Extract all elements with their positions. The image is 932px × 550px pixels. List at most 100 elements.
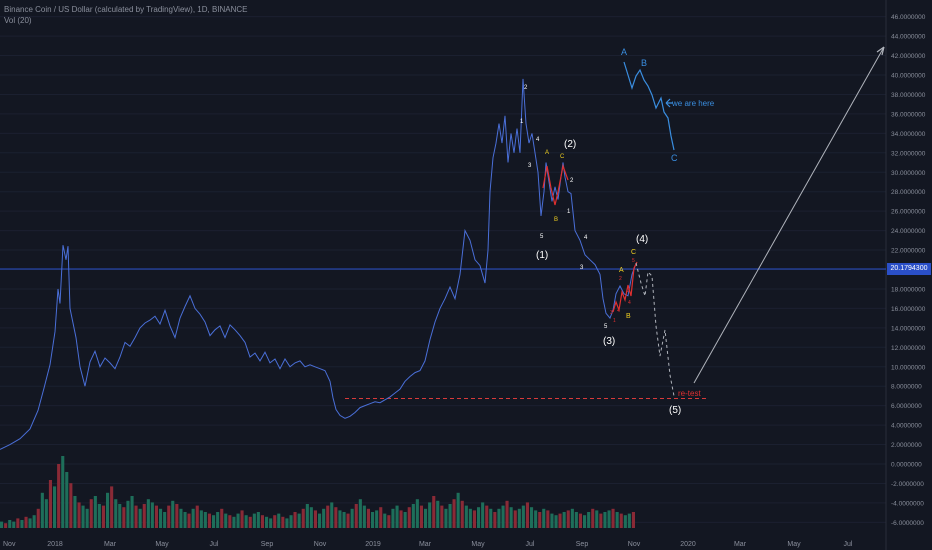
volume-bar bbox=[558, 513, 562, 528]
volume-bar bbox=[134, 505, 138, 528]
volume-bar bbox=[273, 515, 277, 528]
volume-bar bbox=[73, 496, 77, 528]
volume-bar bbox=[472, 510, 476, 528]
y-tick-label: 26.0000000 bbox=[891, 209, 926, 216]
volume-bar bbox=[16, 518, 20, 528]
volume-bar bbox=[452, 499, 456, 528]
volume-bar bbox=[265, 516, 269, 528]
price-line bbox=[0, 78, 637, 450]
volume-bar bbox=[297, 513, 301, 528]
volume-bar bbox=[322, 508, 326, 528]
volume-bar bbox=[289, 515, 293, 528]
x-tick-label: Nov bbox=[628, 541, 641, 548]
label-wave-3: (3) bbox=[603, 336, 615, 347]
volume-bar bbox=[481, 502, 485, 528]
time-axis[interactable]: Nov 2018 Mar May Jul Sep Nov 2019 Mar May Jul Sep No… bbox=[3, 541, 853, 548]
volume-indicator-title[interactable]: Vol (20) bbox=[4, 16, 32, 25]
volume-bar bbox=[525, 502, 529, 528]
y-tick-label: 6.0000000 bbox=[891, 403, 922, 410]
price-axis[interactable]: 48.0000000 46.0000000 44.0000000 42.0000000… bbox=[885, 0, 926, 550]
volume-bar bbox=[101, 505, 105, 528]
volume-bar bbox=[207, 513, 211, 528]
x-tick-label: 2019 bbox=[365, 541, 381, 548]
volume-bar bbox=[415, 499, 419, 528]
volume-bar bbox=[603, 512, 607, 528]
volume-bar bbox=[542, 508, 546, 528]
volume-bar bbox=[538, 512, 542, 528]
sub-label: 4 bbox=[584, 235, 588, 241]
volume-bar bbox=[260, 515, 264, 528]
volume-bar bbox=[513, 510, 517, 528]
y-tick-label: 4.0000000 bbox=[891, 423, 922, 430]
volume-bar bbox=[281, 516, 285, 528]
volume-bar bbox=[546, 510, 550, 528]
volume-bar bbox=[570, 508, 574, 528]
volume-bar bbox=[554, 515, 558, 528]
volume-bar bbox=[36, 508, 40, 528]
volume-bar bbox=[530, 507, 534, 528]
y-tick-label: 32.0000000 bbox=[891, 150, 926, 157]
sub-label: A bbox=[545, 150, 549, 156]
volume-bar bbox=[350, 508, 354, 528]
volume-bar bbox=[220, 508, 224, 528]
x-tick-label: Mar bbox=[734, 541, 747, 548]
volume-bar bbox=[12, 521, 16, 528]
projection-arrow-head bbox=[876, 46, 885, 56]
volume-bar bbox=[126, 500, 130, 528]
projection-path bbox=[635, 262, 675, 397]
x-tick-label: Sep bbox=[261, 541, 274, 548]
sub-label: 2 bbox=[570, 178, 574, 184]
volume-bar bbox=[587, 512, 591, 528]
wave-2-red-path bbox=[542, 163, 569, 206]
y-tick-label: 46.0000000 bbox=[891, 14, 926, 21]
volume-bar bbox=[57, 464, 61, 528]
volume-bar bbox=[110, 486, 114, 528]
volume-bar bbox=[501, 505, 505, 528]
volume-bar bbox=[212, 515, 216, 528]
volume-bar bbox=[285, 518, 289, 528]
y-tick-label: 30.0000000 bbox=[891, 170, 926, 177]
x-tick-label: Jul bbox=[210, 541, 219, 548]
x-tick-label: May bbox=[787, 541, 801, 548]
volume-bar bbox=[411, 504, 415, 528]
volume-bar bbox=[224, 513, 228, 528]
volume-bar bbox=[383, 513, 387, 528]
volume-bar bbox=[199, 510, 203, 528]
wave-labels: (1) (2) (3) (4) (5) re-test A B C we are… bbox=[520, 47, 715, 416]
y-tick-label: 8.0000000 bbox=[891, 384, 922, 391]
sub-label: C bbox=[560, 154, 565, 160]
volume-bar bbox=[93, 496, 97, 528]
volume-bar bbox=[142, 504, 146, 528]
volume-bar bbox=[97, 504, 101, 528]
sub-label: A bbox=[619, 267, 624, 274]
y-tick-label: 22.0000000 bbox=[891, 248, 926, 255]
volume-bar bbox=[375, 510, 379, 528]
x-tick-label: Sep bbox=[576, 541, 589, 548]
volume-bar bbox=[371, 512, 375, 528]
volume-bar bbox=[611, 508, 615, 528]
volume-bar bbox=[228, 515, 232, 528]
sub-label: 5 bbox=[604, 324, 608, 330]
chart-legend: Binance Coin / US Dollar (calculated by … bbox=[4, 4, 248, 26]
volume-bar bbox=[85, 508, 89, 528]
volume-bar bbox=[619, 513, 623, 528]
sub-label: 2 bbox=[524, 85, 528, 91]
label-wave-1: (1) bbox=[536, 250, 548, 261]
volume-bar bbox=[342, 512, 346, 528]
volume-bar bbox=[244, 515, 248, 528]
volume-bar bbox=[269, 518, 273, 528]
y-tick-label: 48.0000000 bbox=[891, 0, 926, 2]
y-tick-label: 10.0000000 bbox=[891, 364, 926, 371]
x-tick-label: Jul bbox=[526, 541, 535, 548]
volume-bar bbox=[379, 507, 383, 528]
volume-bar bbox=[187, 513, 191, 528]
sub-label: 4 bbox=[628, 300, 631, 306]
sub-label: 3 bbox=[610, 310, 613, 316]
x-tick-label: Nov bbox=[3, 541, 16, 548]
sub-label: 5 bbox=[540, 234, 544, 240]
volume-bar bbox=[424, 508, 428, 528]
volume-bar bbox=[599, 513, 603, 528]
volume-bar bbox=[493, 512, 497, 528]
current-price-badge: 20.1794300 bbox=[887, 263, 931, 275]
symbol-title[interactable]: Binance Coin / US Dollar (calculated by … bbox=[4, 5, 248, 14]
